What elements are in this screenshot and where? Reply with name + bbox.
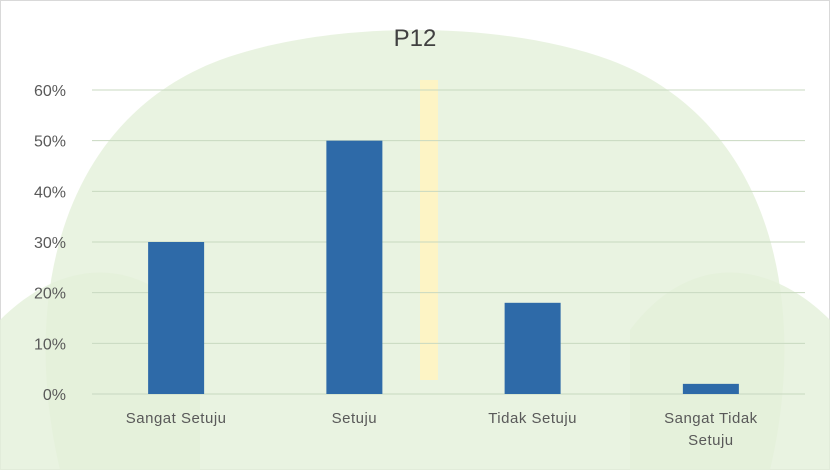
y-tick-label: 30%: [34, 235, 66, 252]
x-tick-label: Sangat Tidak Setuju: [641, 408, 781, 452]
x-tick-label: Sangat Setuju: [106, 408, 246, 430]
chart-title: P12: [394, 25, 437, 52]
x-tick-label: Tidak Setuju: [463, 408, 603, 430]
bar: [505, 303, 561, 394]
bar: [683, 384, 739, 394]
bar: [326, 141, 382, 394]
x-tick-label: Setuju: [284, 408, 424, 430]
watermark-shape: [420, 80, 438, 380]
y-tick-label: 40%: [34, 184, 66, 201]
y-tick-label: 0%: [43, 387, 66, 404]
y-tick-label: 60%: [34, 83, 66, 100]
chart-container: P12 0% 10% 20% 30% 40% 50% 60% Sangat Setuju Se…: [0, 0, 830, 470]
bar: [148, 242, 204, 394]
y-tick-label: 50%: [34, 134, 66, 151]
chart: P12 0% 10% 20% 30% 40% 50% 60%: [0, 0, 830, 470]
y-tick-label: 10%: [34, 336, 66, 353]
y-tick-label: 20%: [34, 286, 66, 303]
